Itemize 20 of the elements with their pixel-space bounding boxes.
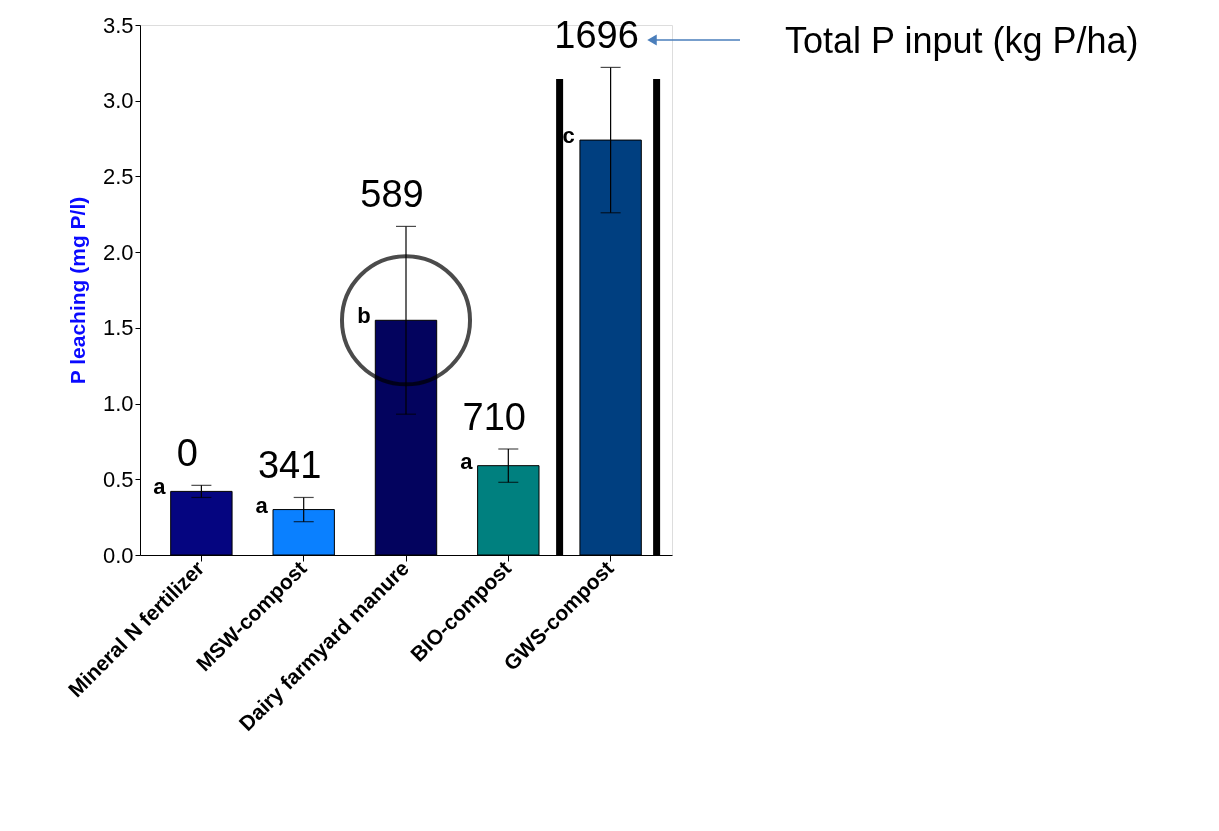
text: Total P input (kg P/ha) xyxy=(785,20,1139,61)
y-tick-label: 0.5 xyxy=(102,466,134,492)
y-tick-label: 1.0 xyxy=(102,391,134,417)
annotation: 341 xyxy=(257,444,322,487)
annotation: c xyxy=(562,123,575,149)
annotation: a xyxy=(255,492,269,518)
y-tick-label: 2.5 xyxy=(102,163,134,189)
annotation: a xyxy=(153,474,167,500)
annotation: 0 xyxy=(176,432,198,475)
y-axis-title: P leaching (mg P/l) xyxy=(65,196,89,385)
y-tick-label: 1.5 xyxy=(102,315,134,341)
annotation: 589 xyxy=(360,173,424,216)
annotation: a xyxy=(460,448,474,474)
y-tick-label: 2.0 xyxy=(102,239,134,265)
annotation: b xyxy=(357,303,371,329)
y-tick-label: 3.5 xyxy=(102,12,134,38)
y-tick-label: 0.0 xyxy=(102,542,134,568)
annotation: 1696 xyxy=(554,14,639,57)
y-tick-label: 3.0 xyxy=(102,88,134,114)
annotation: 710 xyxy=(462,396,527,438)
